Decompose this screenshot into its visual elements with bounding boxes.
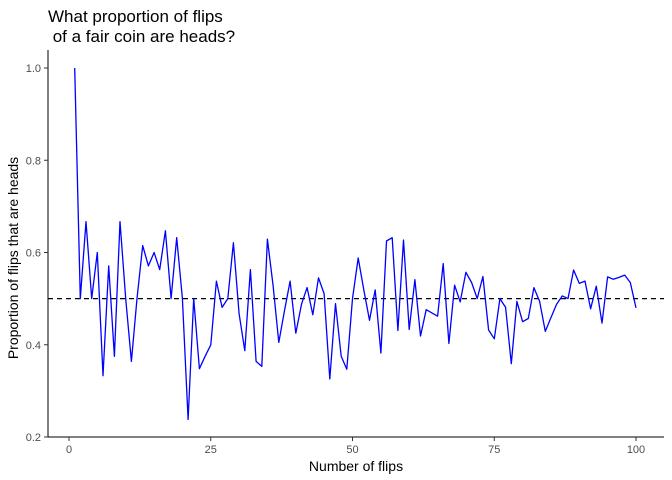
x-axis-ticks: 0 25 50 75 100 — [66, 437, 645, 456]
chart-title-line-2: of a fair coin are heads? — [48, 27, 235, 46]
x-tick-label: 75 — [488, 444, 500, 456]
x-tick-label: 100 — [627, 444, 645, 456]
x-tick-label: 0 — [66, 444, 72, 456]
x-tick-label: 50 — [346, 444, 358, 456]
y-tick-label: 0.4 — [26, 340, 41, 352]
y-tick-label: 1.0 — [26, 63, 41, 75]
plot-area — [48, 67, 664, 421]
y-tick-label: 0.2 — [26, 432, 41, 444]
x-tick-label: 25 — [205, 444, 217, 456]
y-axis-ticks: 0.2 0.4 0.6 0.8 1.0 — [26, 63, 48, 444]
y-axis-title: Proportion of flips that are heads — [5, 157, 21, 359]
x-axis-title: Number of flips — [309, 458, 403, 474]
chart-title-line-1: What proportion of flips — [48, 7, 223, 26]
y-tick-label: 0.8 — [26, 155, 41, 167]
y-tick-label: 0.6 — [26, 248, 41, 260]
series-line-0 — [74, 67, 637, 421]
